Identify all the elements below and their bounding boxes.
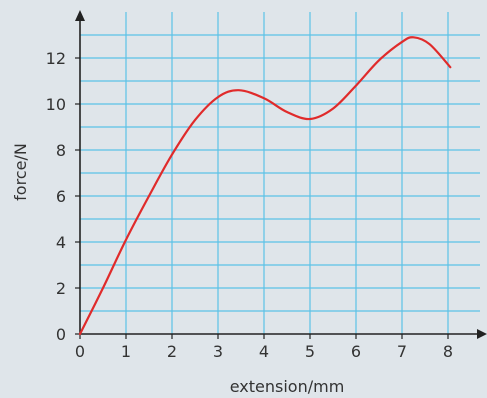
y-tick-label: 10	[46, 95, 66, 114]
chart-series	[78, 36, 452, 336]
x-tick-label: 8	[443, 342, 453, 361]
y-tick-label: 8	[56, 141, 66, 160]
x-tick-label: 4	[259, 342, 269, 361]
y-tick-labels: 0 2 4 6 8 10 12	[46, 49, 66, 344]
x-axis-label: extension/mm	[230, 377, 345, 396]
x-tick-label: 6	[351, 342, 361, 361]
x-axis-arrow	[477, 329, 487, 339]
x-tick-labels: 0 1 2 3 4 5 6 7 8	[75, 342, 453, 361]
x-tick-label: 1	[121, 342, 131, 361]
y-tick-label: 4	[56, 233, 66, 252]
chart-grid	[80, 12, 480, 334]
chart-axes	[75, 10, 487, 339]
series-line	[78, 36, 452, 336]
x-tick-label: 0	[75, 342, 85, 361]
y-tick-label: 0	[56, 325, 66, 344]
y-tick-label: 2	[56, 279, 66, 298]
y-axis-arrow	[75, 10, 85, 21]
y-tick-label: 12	[46, 49, 66, 68]
x-tick-label: 2	[167, 342, 177, 361]
y-axis-label: force/N	[11, 143, 30, 201]
x-tick-label: 5	[305, 342, 315, 361]
y-tick-label: 6	[56, 187, 66, 206]
x-tick-label: 7	[397, 342, 407, 361]
x-tick-label: 3	[213, 342, 223, 361]
